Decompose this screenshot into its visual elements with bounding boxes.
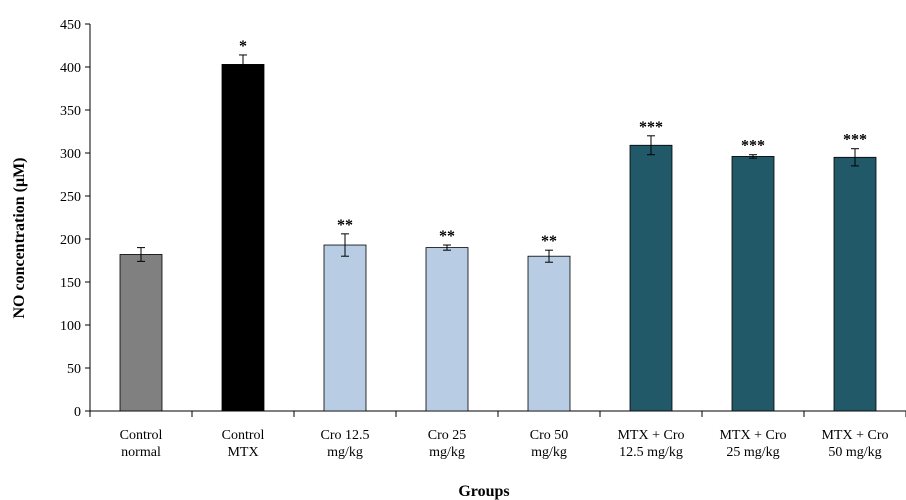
error-bar [851, 148, 859, 167]
y-tick-label: 150 [60, 276, 81, 291]
y-tick-label: 300 [60, 147, 81, 162]
x-axis-title: Groups [458, 483, 509, 500]
significance-label: ** [337, 217, 353, 234]
y-tick-label: 350 [60, 104, 81, 119]
category-label: Control MTX [222, 428, 265, 460]
category-label: MTX + Cro 25 mg/kg [719, 428, 786, 460]
y-tick-label: 50 [67, 362, 81, 377]
significance-label: *** [741, 138, 765, 155]
y-axis: 0 50 100 150 200 250 300 350 400 450 [60, 18, 91, 420]
bars [119, 64, 877, 412]
category-label: MTX + Cro 50 mg/kg [821, 428, 888, 460]
y-tick-label: 450 [60, 18, 81, 33]
error-bar [545, 249, 553, 263]
significance-label: * [239, 38, 247, 55]
bar [731, 156, 775, 412]
significance-label: ** [439, 228, 455, 245]
category-labels: Control normal Control MTX Cro 12.5 mg/kg Cro … [120, 428, 889, 460]
y-tick-label: 200 [60, 233, 81, 248]
significance-label: *** [843, 132, 867, 149]
error-bars [137, 54, 859, 263]
error-bar [137, 247, 145, 262]
category-label: MTX + Cro 12.5 mg/kg [617, 428, 684, 460]
y-tick-label: 250 [60, 190, 81, 205]
significance-label: ** [541, 233, 557, 250]
bar [323, 244, 367, 412]
category-label: Control normal [120, 428, 163, 460]
bar [221, 64, 265, 412]
x-axis [89, 410, 906, 417]
category-label: Cro 25 mg/kg [428, 428, 467, 460]
significance-labels: ***** ******** *** [239, 38, 867, 250]
y-tick-label: 400 [60, 61, 81, 76]
error-bar [341, 233, 349, 257]
error-bar [239, 54, 247, 75]
bar [119, 254, 163, 412]
y-axis-title: NO concentration (μM) [11, 157, 28, 318]
error-bar [647, 135, 655, 156]
bar [425, 247, 469, 412]
bar [833, 156, 877, 412]
y-tick-label: 100 [60, 319, 81, 334]
bar [527, 255, 571, 412]
error-bar [443, 244, 451, 251]
y-tick-label: 0 [74, 405, 81, 420]
category-label: Cro 50 mg/kg [530, 428, 569, 460]
bar [629, 144, 673, 412]
category-label: Cro 12.5 mg/kg [321, 428, 370, 460]
error-bar [749, 154, 757, 159]
significance-label: *** [639, 119, 663, 136]
